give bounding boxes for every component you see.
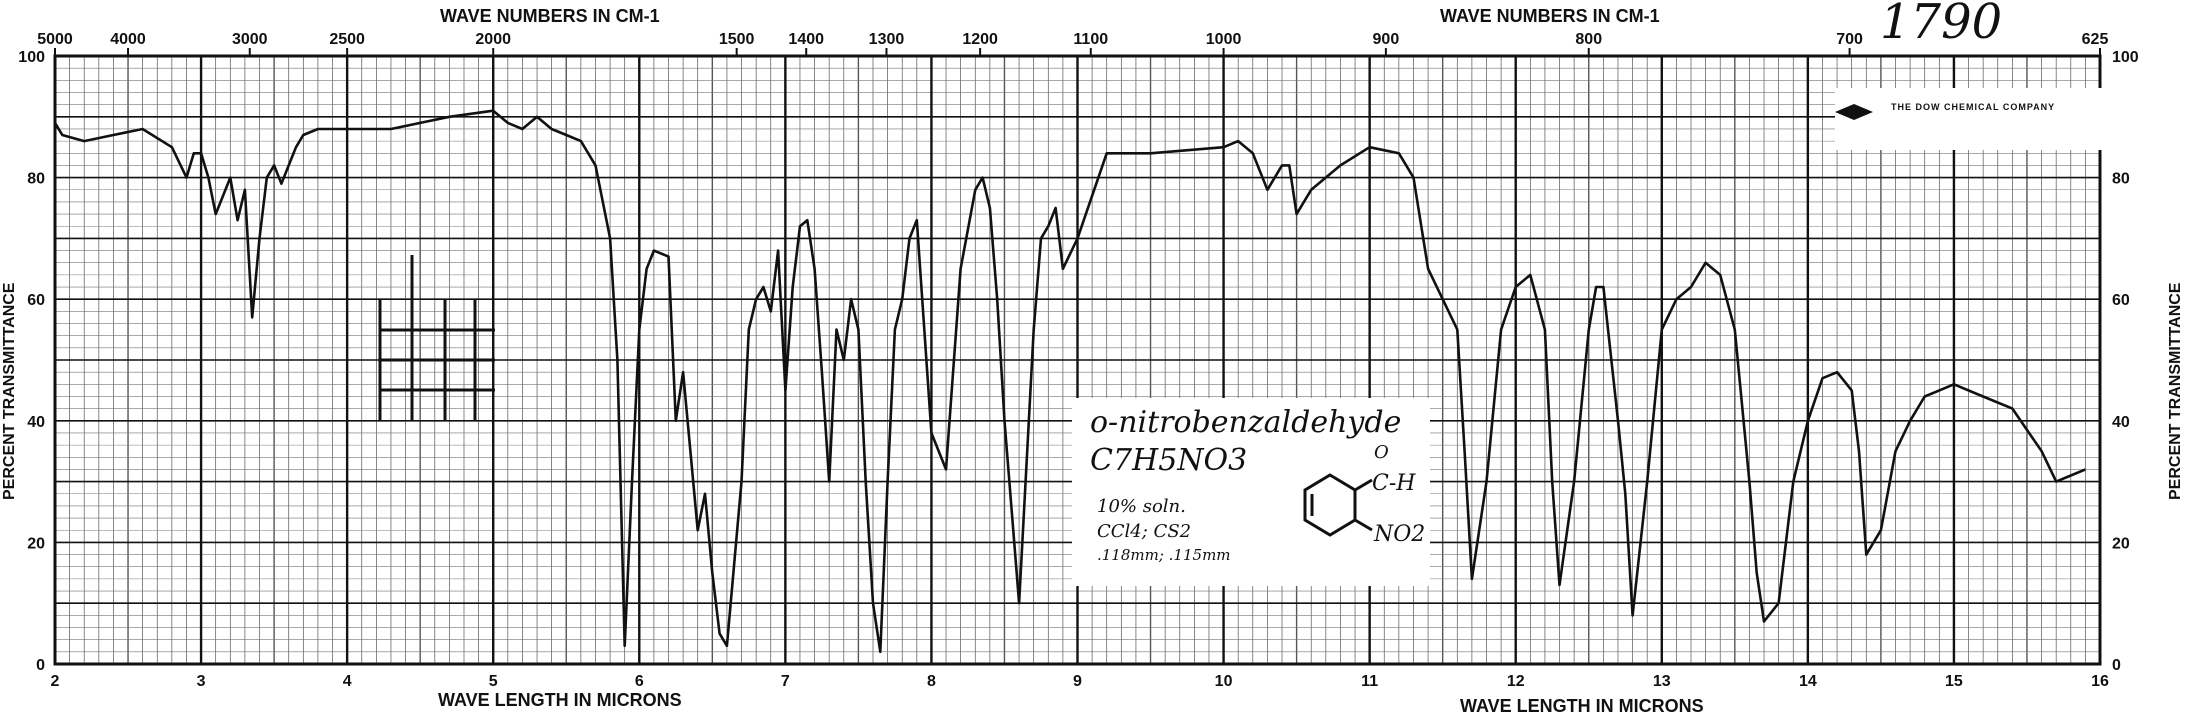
y-tick-label-left: 0 [36, 657, 45, 674]
wavenumber-labels: 5000 4000 3000 2500 2000 1500 1400 1300 1200 1100… [37, 31, 2108, 48]
x-tick-label: 6 [635, 673, 644, 690]
bottom-right-xlabel: WAVE LENGTH IN MICRONS [1460, 696, 1704, 716]
wavenumber-label: 1000 [1206, 31, 1242, 48]
plot-frame [53, 54, 2102, 666]
wavenumber-label: 1300 [869, 31, 905, 48]
x-tick-label: 16 [2091, 673, 2109, 690]
y-tick-label-right: 20 [2112, 535, 2130, 552]
wavenumber-label: 1400 [788, 31, 824, 48]
x-tick-label: 10 [1215, 673, 1233, 690]
top-left-title: WAVE NUMBERS IN CM-1 [440, 6, 660, 26]
hand-sketch [378, 255, 495, 420]
company-logo: THE DOW CHEMICAL COMPANY [1835, 88, 2135, 150]
y-tick-label-right: 60 [2112, 292, 2130, 309]
bottom-left-xlabel: WAVE LENGTH IN MICRONS [438, 690, 682, 710]
ylabel-right: PERCENT TRANSMITTANCE [2167, 282, 2184, 500]
ylabel-left: PERCENT TRANSMITTANCE [1, 282, 18, 500]
nitro-label: NO2 [1373, 522, 1425, 547]
diamond-logo-icon [1835, 104, 1873, 120]
y-tick-label-left: 60 [27, 292, 45, 309]
concentration-line-1: 10% soln. [1097, 496, 1186, 517]
wavenumber-label: 1200 [962, 31, 998, 48]
x-tick-labels: 2 3 4 5 6 7 8 9 10 11 12 13 14 15 16 [51, 673, 2109, 690]
y-tick-label-right: 80 [2112, 171, 2130, 188]
aldehyde-label: C-H [1372, 471, 1416, 496]
wavenumber-label: 625 [2082, 31, 2109, 48]
benzene-ring-icon [1303, 473, 1373, 537]
y-tick-labels: 0 20 40 60 80 100 0 20 40 60 80 100 [18, 49, 2139, 674]
concentration-line-3: .118mm; .115mm [1097, 546, 1231, 564]
x-tick-label: 12 [1507, 673, 1525, 690]
wavenumber-label: 2500 [329, 31, 365, 48]
x-tick-label: 15 [1945, 673, 1963, 690]
wavenumber-label: 800 [1575, 31, 1602, 48]
x-tick-label: 9 [1073, 673, 1082, 690]
wavenumber-label: 900 [1373, 31, 1400, 48]
spectrum-line [53, 109, 2086, 654]
y-tick-label-left: 40 [27, 414, 45, 431]
top-right-title: WAVE NUMBERS IN CM-1 [1440, 6, 1660, 26]
wavenumber-label: 2000 [475, 31, 511, 48]
x-tick-label: 3 [197, 673, 206, 690]
wavenumber-label: 1500 [719, 31, 755, 48]
y-tick-label-right: 100 [2112, 49, 2139, 66]
x-tick-label: 2 [51, 673, 60, 690]
annotation-box [1072, 398, 1430, 586]
oxygen-label: O [1374, 442, 1389, 463]
y-tick-label-left: 80 [27, 171, 45, 188]
y-tick-label-right: 40 [2112, 414, 2130, 431]
x-tick-label: 13 [1653, 673, 1671, 690]
compound-name: o-nitrobenzaldehyde [1090, 405, 1401, 440]
concentration-line-2: CCl4; CS2 [1097, 521, 1191, 542]
x-tick-label: 4 [343, 673, 352, 690]
x-tick-label: 7 [781, 673, 790, 690]
compound-formula: C7H5NO3 [1090, 443, 1247, 478]
reference-number: 1790 [1880, 0, 2003, 50]
y-tick-label-right: 0 [2112, 657, 2121, 674]
x-tick-label: 14 [1799, 673, 1817, 690]
wavenumber-label: 1100 [1073, 31, 1108, 48]
wavenumber-label: 700 [1836, 31, 1863, 48]
y-tick-label-left: 20 [27, 535, 45, 552]
wavenumber-label: 3000 [232, 31, 268, 48]
wavenumber-label: 4000 [110, 31, 146, 48]
y-tick-label-left: 100 [18, 49, 45, 66]
x-tick-label: 5 [489, 673, 498, 690]
major-grid [53, 55, 2102, 665]
company-name: THE DOW CHEMICAL COMPANY [1891, 102, 2056, 112]
x-tick-label: 8 [927, 673, 936, 690]
x-tick-label: 11 [1361, 673, 1378, 690]
wavenumber-label: 5000 [37, 31, 73, 48]
